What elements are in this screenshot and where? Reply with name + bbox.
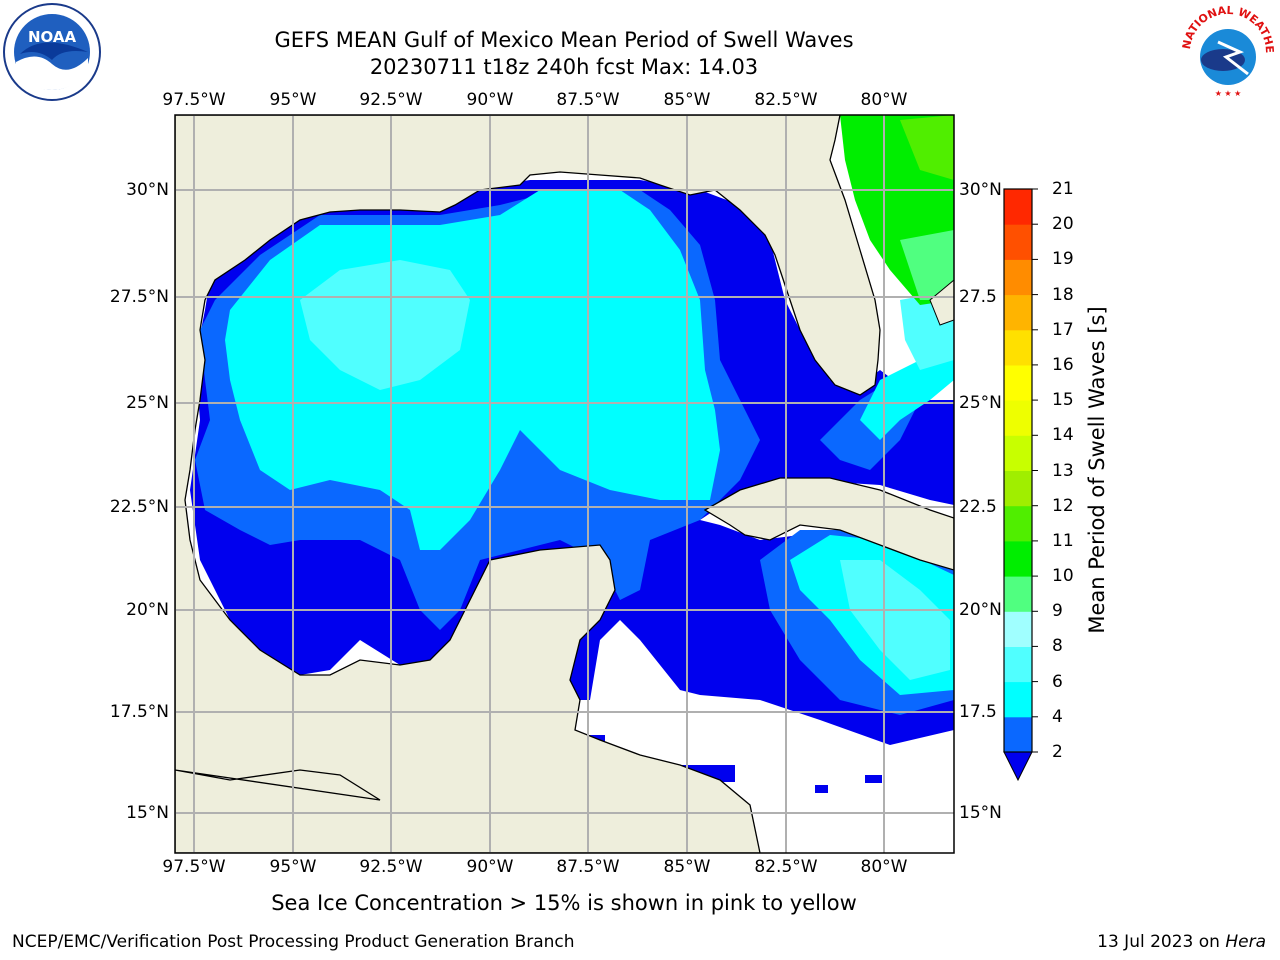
colorbar-box (1004, 400, 1032, 436)
footer-date-text: 13 Jul 2023 on (1097, 932, 1226, 952)
lat-tick-right: 22.5 (959, 497, 997, 517)
colorbar-box (1004, 294, 1032, 331)
lat-tick-left: 15°N (126, 803, 169, 823)
colorbar-tick-label: 6 (1052, 671, 1063, 692)
swell-field-atlantic-bright (900, 115, 954, 180)
colorbar-tick-label: 19 (1052, 249, 1074, 270)
colorbar-box (1004, 716, 1032, 753)
swell-field-6-8s (300, 260, 470, 390)
colorbar-tick-label: 10 (1052, 566, 1074, 587)
colorbar-tick-label: 18 (1052, 284, 1074, 305)
land-bahamas (929, 279, 954, 326)
lat-tick-left: 30°N (126, 180, 169, 200)
svg-text:NOAA: NOAA (28, 28, 77, 46)
lon-tick-bottom: 82.5°W (754, 857, 818, 877)
colorbar-box (1004, 576, 1032, 612)
lat-tick-right: 25°N (959, 393, 1002, 413)
footer-date: 13 Jul 2023 on Hera (1097, 932, 1266, 952)
map-frame (174, 114, 955, 854)
colorbar-box (1004, 189, 1032, 225)
graticule (175, 115, 954, 853)
nws-logo: NATIONAL WEATHER SERVICE ★ ★ ★ (1174, 0, 1278, 102)
land-north-america (175, 115, 881, 853)
footer-credit: NCEP/EMC/Verification Post Processing Pr… (12, 932, 575, 952)
lat-tick-right: 30°N (959, 180, 1002, 200)
lon-tick-top: 87.5°W (556, 90, 620, 110)
chart-title: GEFS MEAN Gulf of Mexico Mean Period of … (274, 28, 854, 52)
swell-field-under-2s-patch (865, 775, 882, 783)
lon-tick-top: 95°W (269, 90, 317, 110)
colorbar-tick-label: 4 (1052, 706, 1063, 727)
colorbar-tick-label: 20 (1052, 214, 1074, 235)
svg-text:★ ★ ★: ★ ★ ★ (1215, 89, 1242, 98)
colorbar-tick-label: 13 (1052, 460, 1074, 481)
colorbar-tick-label: 8 (1052, 636, 1063, 657)
lon-tick-bottom: 95°W (269, 857, 317, 877)
colorbar-box (1004, 259, 1032, 296)
colorbar-tick-label: 15 (1052, 390, 1074, 411)
footer-machine: Hera (1225, 932, 1266, 952)
lat-tick-right: 17.5 (959, 702, 997, 722)
colorbar-box (1004, 470, 1032, 507)
lon-tick-bottom: 92.5°W (359, 857, 423, 877)
lat-tick-left: 20°N (126, 600, 169, 620)
colorbar-tick-label: 2 (1052, 742, 1063, 762)
lat-tick-left: 22.5°N (109, 497, 169, 517)
chart-subtitle: 20230711 t18z 240h fcst Max: 14.03 (369, 55, 759, 79)
colorbar-box (1004, 224, 1032, 260)
colorbar-tick-label: 12 (1052, 495, 1074, 516)
colorbar-tick-label: 14 (1052, 425, 1074, 446)
swell-field-6-8s-caribbean (840, 560, 950, 680)
colorbar-tick-label: 17 (1052, 319, 1074, 340)
lon-tick-bottom: 90°W (466, 857, 514, 877)
colorbar-box (1004, 364, 1032, 401)
lon-tick-bottom: 97.5°W (162, 857, 226, 877)
colorbar-box (1004, 611, 1032, 647)
colorbar-under-triangle (1003, 751, 1033, 782)
lon-tick-top: 90°W (466, 90, 514, 110)
colorbar-box (1004, 505, 1032, 542)
colorbar-tick-label: 9 (1052, 601, 1063, 622)
swell-field-atlantic-light (900, 230, 954, 300)
land-cuba (703, 477, 954, 571)
lon-tick-top: 97.5°W (162, 90, 226, 110)
lat-tick-left: 25°N (126, 393, 169, 413)
colorbar-tick-label: 16 (1052, 354, 1074, 375)
lon-tick-top: 82.5°W (754, 90, 818, 110)
lon-tick-top: 85°W (663, 90, 711, 110)
sea-ice-note: Sea Ice Concentration > 15% is shown in … (271, 891, 857, 915)
lat-tick-left: 27.5°N (109, 287, 169, 307)
lon-tick-bottom: 85°W (663, 857, 711, 877)
colorbar-tick-label: 21 (1052, 179, 1074, 199)
swell-field-under-2s-patch (815, 785, 828, 793)
lon-tick-top: 80°W (860, 90, 908, 110)
colorbar-box (1004, 646, 1032, 683)
lat-tick-left: 17.5°N (109, 702, 169, 722)
colorbar-box (1004, 329, 1032, 366)
noaa-logo: NOAA (2, 2, 102, 102)
lat-tick-right: 27.5 (959, 287, 997, 307)
colorbar-label: Mean Period of Swell Waves [s] (1085, 306, 1109, 634)
lon-tick-bottom: 80°W (860, 857, 908, 877)
lat-tick-right: 20°N (959, 600, 1002, 620)
colorbar-tick-label: 11 (1052, 530, 1074, 551)
colorbar-box (1004, 681, 1032, 718)
colorbar-box (1004, 540, 1032, 577)
lon-tick-top: 92.5°W (359, 90, 423, 110)
colorbar-box (1004, 435, 1032, 471)
lon-tick-bottom: 87.5°W (556, 857, 620, 877)
lat-tick-right: 15°N (959, 803, 1002, 823)
